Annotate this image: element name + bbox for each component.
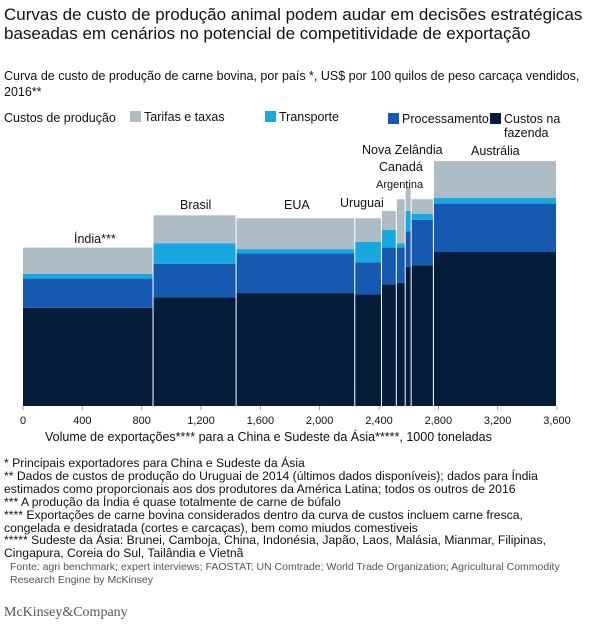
legend-swatch <box>130 111 141 122</box>
bar-segment <box>153 243 236 264</box>
bar-segment <box>153 297 236 406</box>
country-label: EUA <box>284 198 310 212</box>
bar-segment <box>381 284 396 406</box>
x-tick-label: 800 <box>132 415 150 427</box>
chart-title: Curvas de custo de produção animal podem… <box>4 5 583 43</box>
bar-segment <box>433 161 556 198</box>
country-label: Austrália <box>471 144 520 158</box>
bar-segment <box>405 231 411 267</box>
bar-segment <box>411 199 433 214</box>
legend-swatch <box>490 113 501 124</box>
bar-segment <box>381 210 396 230</box>
country-label: Índia*** <box>74 231 116 246</box>
x-tick-label: 3,200 <box>484 415 512 427</box>
bar-segment <box>236 293 355 406</box>
bar-segment <box>236 218 355 250</box>
footnote: * Principais exportadores para China e S… <box>4 456 305 470</box>
footnote: congelada e desidratada (cortes e carcaç… <box>4 520 418 535</box>
country-label: Uruguai <box>340 196 384 210</box>
footnote: *** A produção da Índia é quase totalmen… <box>4 494 341 509</box>
legend-label: Transporte <box>279 110 339 124</box>
bar-segment <box>236 253 355 294</box>
bar-segment <box>236 249 355 254</box>
bar-segment <box>23 278 153 308</box>
x-tick-label: 2,000 <box>306 415 334 427</box>
legend-swatch <box>388 113 399 124</box>
bar-segment <box>405 187 411 211</box>
footnote: ** Dados de custos de produção do Urugua… <box>4 468 538 483</box>
footnote: Cingapura, Coreia do Sul, Tailândia e Vi… <box>4 546 244 561</box>
bar-segment <box>23 274 153 279</box>
bar-segment <box>23 247 153 274</box>
legend-swatch <box>265 111 276 122</box>
bar-segment <box>396 282 405 406</box>
bar-segment <box>355 218 381 242</box>
source-note: Fonte: agri benchmark; expert interviews… <box>10 561 560 586</box>
footnotes: * Principais exportadores para China e S… <box>4 457 590 560</box>
x-tick-label: 1,600 <box>247 415 275 427</box>
x-tick-label: 3,600 <box>543 415 571 427</box>
bar-segment <box>153 215 236 244</box>
country-label: Canadá <box>379 160 423 174</box>
bar-segment <box>433 197 556 204</box>
country-label: Nova Zelândia <box>362 143 443 157</box>
x-tick-label: 2,800 <box>425 415 453 427</box>
footnote: estimados como proporcionais aos dos pro… <box>4 481 516 496</box>
legend-label: Processamento <box>402 112 489 126</box>
bar-segment <box>396 243 405 248</box>
bar-segment <box>396 247 405 283</box>
x-axis-label: Volume de exportações**** para a China e… <box>45 429 492 444</box>
cost-curve-chart: Custos de produção Tarifas e taxas Transpo… <box>4 110 571 444</box>
legend-label: Tarifas e taxas <box>144 110 225 124</box>
bar-segment <box>23 307 153 406</box>
bar-segment <box>381 230 396 248</box>
bar-segment <box>433 203 556 252</box>
mckinsey-logo: McKinsey&Company <box>4 605 128 620</box>
bar-segment <box>405 266 411 406</box>
bar-segment <box>411 265 433 406</box>
bar-segment <box>153 263 236 298</box>
bar-segment <box>396 199 405 244</box>
bar-segment <box>355 294 381 406</box>
chart-subtitle: Curva de custo de produção de carne bovi… <box>4 69 580 99</box>
footnote: ***** Sudeste da Ásia: Brunei, Camboja, … <box>4 533 546 548</box>
country-label: Brasil <box>180 198 211 212</box>
x-tick-label: 0 <box>20 415 26 427</box>
x-tick-label: 1,200 <box>187 415 215 427</box>
country-label: Argentina <box>376 179 424 191</box>
bar-segment <box>355 262 381 295</box>
bar-segment <box>381 247 396 285</box>
legend-label: Custos na fazenda <box>504 112 560 140</box>
bar-segment <box>411 213 433 220</box>
bar-segment <box>355 241 381 263</box>
bar-segment <box>405 210 411 232</box>
bar-segment <box>433 252 556 406</box>
x-tick-label: 400 <box>73 415 91 427</box>
x-tick-label: 2,400 <box>365 415 393 427</box>
bar-segment <box>411 219 433 266</box>
footnote: **** Exportações de carne bovina conside… <box>4 507 523 522</box>
legend-title: Custos de produção <box>4 111 116 125</box>
